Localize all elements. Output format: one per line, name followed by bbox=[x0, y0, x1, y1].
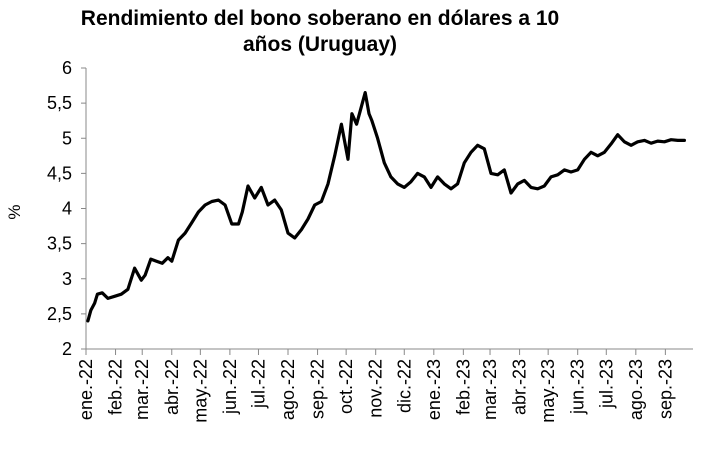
x-tick-label: abr.-22 bbox=[162, 359, 182, 415]
y-tick-label: 4,5 bbox=[47, 163, 72, 183]
x-tick-label: mar.-22 bbox=[132, 359, 152, 420]
x-tick-label: sep.-23 bbox=[655, 359, 675, 419]
x-tick-label: dic.-22 bbox=[394, 359, 414, 413]
axes bbox=[81, 67, 693, 355]
series-line bbox=[86, 91, 686, 323]
x-tick-label: sep.-22 bbox=[308, 359, 328, 419]
x-tick-label: ene.-23 bbox=[424, 359, 444, 420]
x-tick-labels: ene.-22 feb.-22 mar.-22 abr.-22 may.-22 jun.-… bbox=[76, 359, 675, 423]
x-tick-label: feb.-22 bbox=[106, 359, 126, 415]
x-tick-label: jun.-23 bbox=[568, 359, 588, 415]
x-tick-label: abr.-23 bbox=[510, 359, 530, 415]
chart-title-line-1: Rendimiento del bono soberano en dólares… bbox=[80, 7, 560, 30]
x-tick-label: ene.-22 bbox=[76, 359, 96, 420]
x-tick-label: oct.-22 bbox=[336, 359, 356, 414]
y-tick-label: 2,5 bbox=[47, 304, 72, 324]
x-tick-label: nov.-22 bbox=[366, 359, 386, 418]
x-tick-label: may.-23 bbox=[538, 359, 558, 423]
y-tick-label: 5 bbox=[62, 128, 72, 148]
y-tick-label: 4 bbox=[62, 199, 72, 219]
x-tick-label: may.-22 bbox=[190, 359, 210, 423]
x-tick-label: ago.-23 bbox=[626, 359, 646, 420]
x-tick-label: feb.-23 bbox=[453, 359, 473, 415]
y-axis-label: % bbox=[5, 204, 24, 219]
x-tick-label: mar.-23 bbox=[480, 359, 500, 420]
x-tick-label: ago.-22 bbox=[278, 359, 298, 420]
x-tick-label: jun.-22 bbox=[220, 359, 240, 415]
chart-title: Rendimiento del bono soberano en dólares… bbox=[40, 6, 600, 58]
y-tick-label: 5,5 bbox=[47, 93, 72, 113]
y-tick-label: 2 bbox=[62, 339, 72, 359]
chart-title-line-2: años (Uruguay) bbox=[242, 33, 397, 56]
x-tick-label: jul.-22 bbox=[248, 359, 268, 409]
y-tick-labels: 2 2,5 3 3,5 4 4,5 5 5,5 6 bbox=[47, 58, 72, 359]
y-tick-label: 3,5 bbox=[47, 234, 72, 254]
y-tick-label: 3 bbox=[62, 269, 72, 289]
series-group bbox=[86, 91, 686, 323]
x-tick-label: jul.-23 bbox=[596, 359, 616, 409]
y-tick-label: 6 bbox=[62, 58, 72, 78]
